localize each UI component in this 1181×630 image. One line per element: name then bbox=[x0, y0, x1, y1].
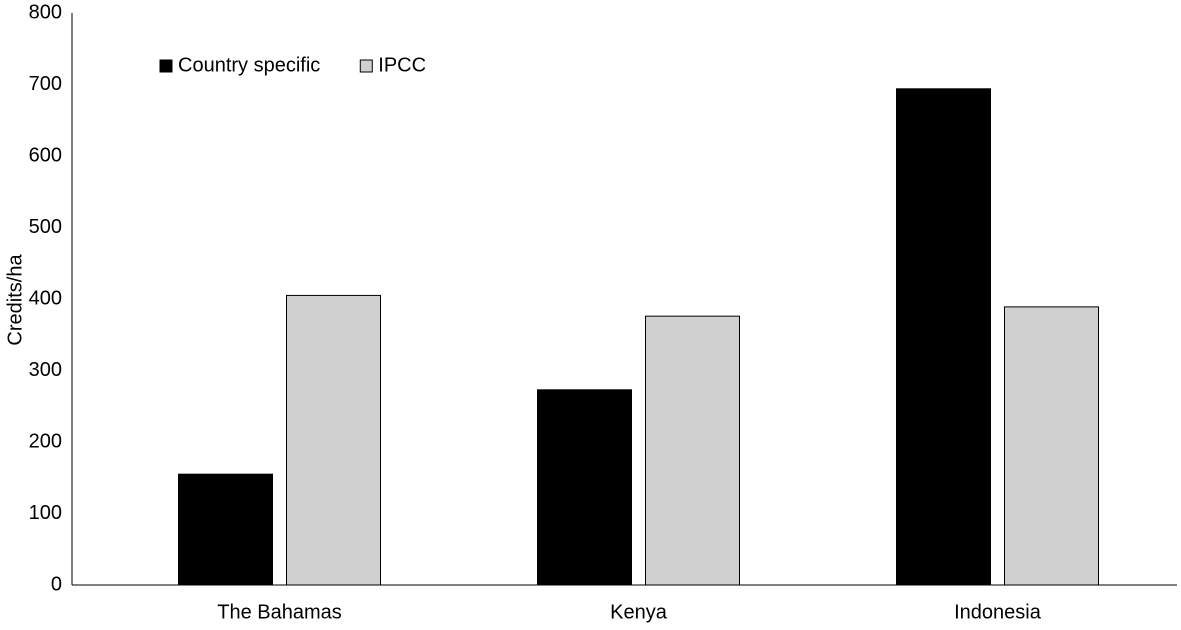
y-tick-label: 700 bbox=[29, 73, 62, 95]
y-tick-label: 0 bbox=[51, 573, 62, 595]
y-tick-label: 200 bbox=[29, 430, 62, 452]
bar bbox=[645, 315, 740, 586]
bar bbox=[178, 473, 273, 586]
y-tick-label: 600 bbox=[29, 144, 62, 166]
y-tick-label: 300 bbox=[29, 359, 62, 381]
legend-label: Country specific bbox=[178, 54, 320, 76]
x-tick-label: The Bahamas bbox=[217, 601, 342, 623]
y-axis-label: Credits/ha bbox=[4, 254, 26, 346]
y-tick-label: 800 bbox=[29, 1, 62, 23]
y-tick-label: 400 bbox=[29, 287, 62, 309]
y-tick-label: 100 bbox=[29, 502, 62, 524]
x-tick-label: Indonesia bbox=[954, 601, 1042, 623]
bar bbox=[537, 389, 632, 586]
legend-swatch bbox=[359, 59, 373, 73]
bar bbox=[896, 88, 991, 586]
y-tick-label: 500 bbox=[29, 216, 62, 238]
bar bbox=[1004, 306, 1099, 586]
legend-swatch bbox=[159, 59, 173, 73]
bar bbox=[286, 294, 381, 586]
x-tick-label: Kenya bbox=[610, 601, 668, 623]
legend-label: IPCC bbox=[378, 54, 426, 76]
